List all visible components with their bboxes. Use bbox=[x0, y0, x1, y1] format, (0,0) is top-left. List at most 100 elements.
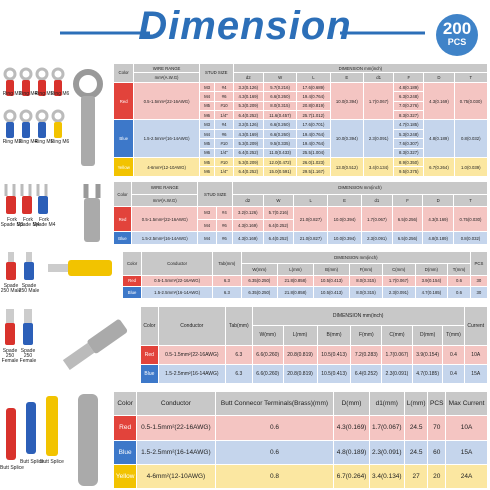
cell: #6 bbox=[215, 231, 233, 245]
header-cell: D bbox=[423, 72, 455, 83]
cell: 3.2(0.126) bbox=[231, 206, 264, 220]
male-section: Spade 250 Male Spade 250 Male Color Conduct… bbox=[0, 250, 490, 300]
cell: 21.8(0.858) bbox=[276, 274, 315, 288]
cell: 4.7(0.185) bbox=[414, 286, 449, 299]
cell: 1.7(0.067) bbox=[368, 415, 405, 441]
cell: 6.4(0.252) bbox=[232, 166, 264, 177]
cell: 4.3(0.169) bbox=[423, 81, 455, 121]
cell: 6.6(0.260) bbox=[251, 344, 284, 365]
header-cell: L bbox=[293, 193, 329, 208]
cell: 0.5-1.5mm²(22-16AWG) bbox=[136, 415, 216, 441]
spec-table: Color WIRE RANGE STUD SIZE DIMENSION mm(inc… bbox=[112, 180, 489, 245]
badge: 200 PCS bbox=[436, 14, 478, 56]
cell: 0.5-1.5mm²(22-16AWG) bbox=[131, 206, 199, 233]
ring-section: Ring M3 Ring M4 Ring M5 Ring M6 Ring M3 Ring … bbox=[0, 62, 490, 178]
cell: Yellow bbox=[112, 463, 138, 490]
cell: 6.5(0.256) bbox=[391, 206, 424, 233]
cell: 0.8(0.032) bbox=[453, 231, 488, 245]
cell: M6 bbox=[198, 147, 216, 159]
header-cell: Conductor bbox=[141, 251, 213, 276]
header-cell: d2 bbox=[232, 72, 264, 83]
cell: 1.5-2.5mm²(16-14AWG) bbox=[133, 119, 200, 159]
cell: 1.5-2.5mm²(16-14AWG) bbox=[136, 439, 216, 465]
header-cell: F(mm) bbox=[350, 325, 383, 346]
cell: 0.5-1.5mm²(22-16AWG) bbox=[157, 344, 226, 365]
cell: 6.7(0.264) bbox=[423, 157, 455, 177]
cell: M4 bbox=[198, 128, 216, 140]
cell: M4 bbox=[198, 91, 216, 102]
butt-section: Butt Splice Butt Splice Butt Splice Color Co… bbox=[0, 390, 490, 490]
cell: M4 bbox=[197, 218, 217, 233]
cell: M3 bbox=[197, 206, 217, 220]
header-cell: E bbox=[329, 72, 365, 83]
badge-unit: PCS bbox=[447, 37, 467, 47]
cell: 8.0(0.315) bbox=[349, 286, 383, 299]
spec-table: Color Conductor Tab(mm) DIMENSION mm(inch) P… bbox=[121, 251, 489, 299]
cell: 8.9(0.350) bbox=[393, 157, 425, 168]
cell: 6.6(0.260) bbox=[262, 91, 298, 102]
header-cell: Max Current bbox=[445, 390, 488, 417]
header-cell: L(mm) bbox=[403, 390, 429, 417]
cell: 15A bbox=[445, 439, 488, 465]
cell: 3.4(0.134) bbox=[363, 157, 395, 177]
header-cell: DIMENSION mm(inch) bbox=[232, 62, 489, 74]
cell: 4.3(0.169) bbox=[232, 91, 264, 102]
cell: 6.3 bbox=[211, 274, 242, 288]
header-cell: D(mm) bbox=[333, 390, 370, 417]
cell: #6 bbox=[214, 128, 234, 140]
cell: 2.3(0.091) bbox=[361, 231, 393, 245]
cell: 5.3(0.209) bbox=[232, 100, 264, 112]
cell: 21.0(0.827) bbox=[293, 231, 329, 245]
cell: #4 bbox=[215, 206, 233, 220]
product-label: Butt Splice bbox=[0, 465, 24, 471]
cell: M5 bbox=[198, 138, 216, 149]
cell: #4 bbox=[214, 119, 234, 130]
cell: 19.4(0.764) bbox=[296, 128, 331, 140]
header-cell: D(mm) bbox=[414, 262, 449, 276]
header-cell: Color bbox=[112, 390, 138, 417]
header-row: Color Conductor Butt Connecor Terminals(Br… bbox=[112, 390, 488, 417]
cell: 4.7(0.185) bbox=[411, 363, 444, 385]
cell: 0.4 bbox=[442, 344, 465, 365]
data-row: Red 0.5-1.5mm²(22-16AWG) 6.3 6.6(0.260) 20.8… bbox=[140, 344, 488, 365]
header-cell: L bbox=[296, 72, 331, 83]
header-cell: mm²(A.W.G) bbox=[131, 193, 199, 208]
badge-number: 200 bbox=[442, 19, 472, 38]
header-cell: PCS bbox=[427, 390, 447, 417]
header-cell: Conductor bbox=[157, 306, 226, 346]
cell: 0.75(0.030) bbox=[453, 206, 488, 233]
cell: #6 bbox=[214, 91, 234, 102]
cell: 8.3(0.327) bbox=[393, 147, 425, 159]
cell: 13.0(0.512) bbox=[329, 157, 365, 177]
cell: 9.5(0.335) bbox=[262, 138, 298, 149]
title: Dimension bbox=[138, 4, 352, 48]
header-cell: B(mm) bbox=[313, 262, 351, 276]
cell: 17.6(0.689) bbox=[296, 81, 331, 93]
cell: Blue bbox=[112, 231, 133, 245]
cell: 1.7(0.067) bbox=[361, 206, 393, 233]
product-label: Spade 250 Female bbox=[19, 348, 37, 364]
cell: 60 bbox=[427, 439, 447, 465]
cell: 4.3(0.169) bbox=[232, 128, 264, 140]
header-cell: W(mm) bbox=[240, 262, 278, 276]
header-cell: E bbox=[327, 193, 363, 208]
product-label: Fork Spade M4 bbox=[16, 217, 40, 228]
cell: 2.3(0.091) bbox=[381, 363, 413, 385]
data-row: Blue 1.5-2.5mm²(16-14AWG) 6.3 6.35(0.250) 21… bbox=[121, 286, 489, 299]
header-cell: T(mm) bbox=[447, 262, 471, 276]
cell: 0.6 bbox=[447, 274, 471, 288]
fork-section: Fork Spade M3 Fork Spade M4 Fork Spade M4 C… bbox=[0, 180, 490, 246]
cell: 20.8(0.819) bbox=[282, 363, 318, 385]
header-cell: C(mm) bbox=[381, 262, 416, 276]
cell: M3 bbox=[198, 119, 216, 130]
cell: 12.0(0.472) bbox=[262, 157, 298, 168]
header-cell: Color bbox=[112, 63, 135, 83]
cell: 6.5(0.256) bbox=[391, 231, 424, 245]
cell: 3.2(0.126) bbox=[232, 81, 264, 93]
cell: 0.6 bbox=[447, 286, 471, 299]
data-row: Yellow 4-6mm²(12-10AWG) 0.8 6.7(0.264) 3.4(0… bbox=[112, 463, 488, 490]
cell: 26.0(1.023) bbox=[296, 157, 331, 168]
header-row: W(mm) L(mm) B(mm) F(mm) C(mm) D(mm) T(mm) bbox=[123, 262, 488, 276]
